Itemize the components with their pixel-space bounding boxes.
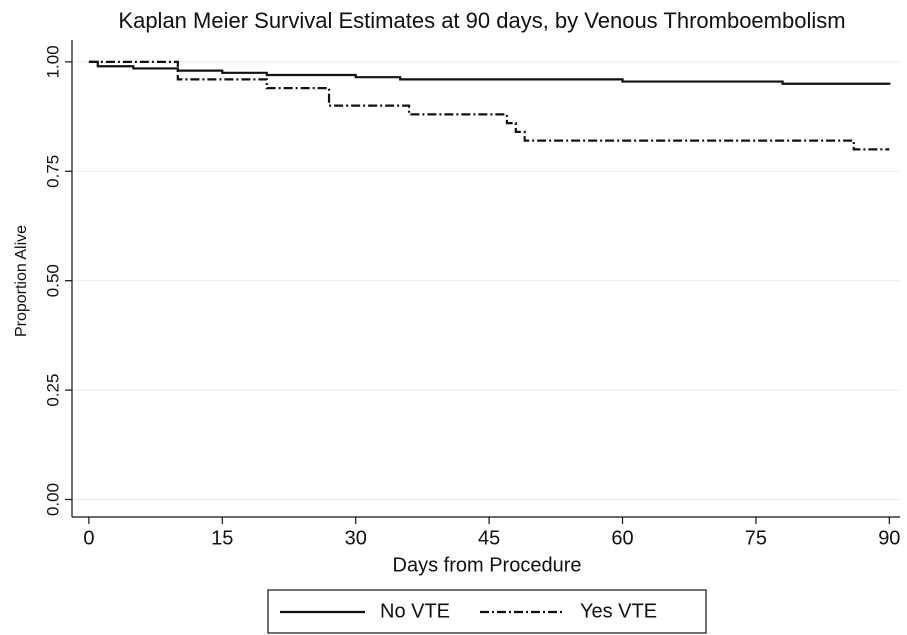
y-tick-label: 0.00 — [43, 483, 62, 516]
x-tick-label: 15 — [211, 527, 233, 549]
y-tick-label: 0.25 — [43, 374, 62, 407]
x-tick-label: 45 — [478, 527, 500, 549]
legend-label: No VTE — [380, 600, 450, 622]
y-axis-label: Proportion Alive — [13, 225, 30, 337]
survival-line — [88, 60, 891, 85]
x-tick-label: 75 — [745, 527, 767, 549]
x-tick-label: 30 — [345, 527, 367, 549]
survival-line — [88, 60, 890, 151]
y-tick-label: 0.50 — [43, 264, 62, 297]
legend-label: Yes VTE — [580, 600, 657, 622]
x-tick-label: 90 — [878, 527, 900, 549]
chart-title: Kaplan Meier Survival Estimates at 90 da… — [118, 8, 845, 33]
y-tick-label: 1.00 — [43, 45, 62, 78]
x-axis-label: Days from Procedure — [393, 554, 582, 576]
x-tick-label: 0 — [83, 527, 94, 549]
y-tick-label: 0.75 — [43, 155, 62, 188]
x-tick-label: 60 — [611, 527, 633, 549]
